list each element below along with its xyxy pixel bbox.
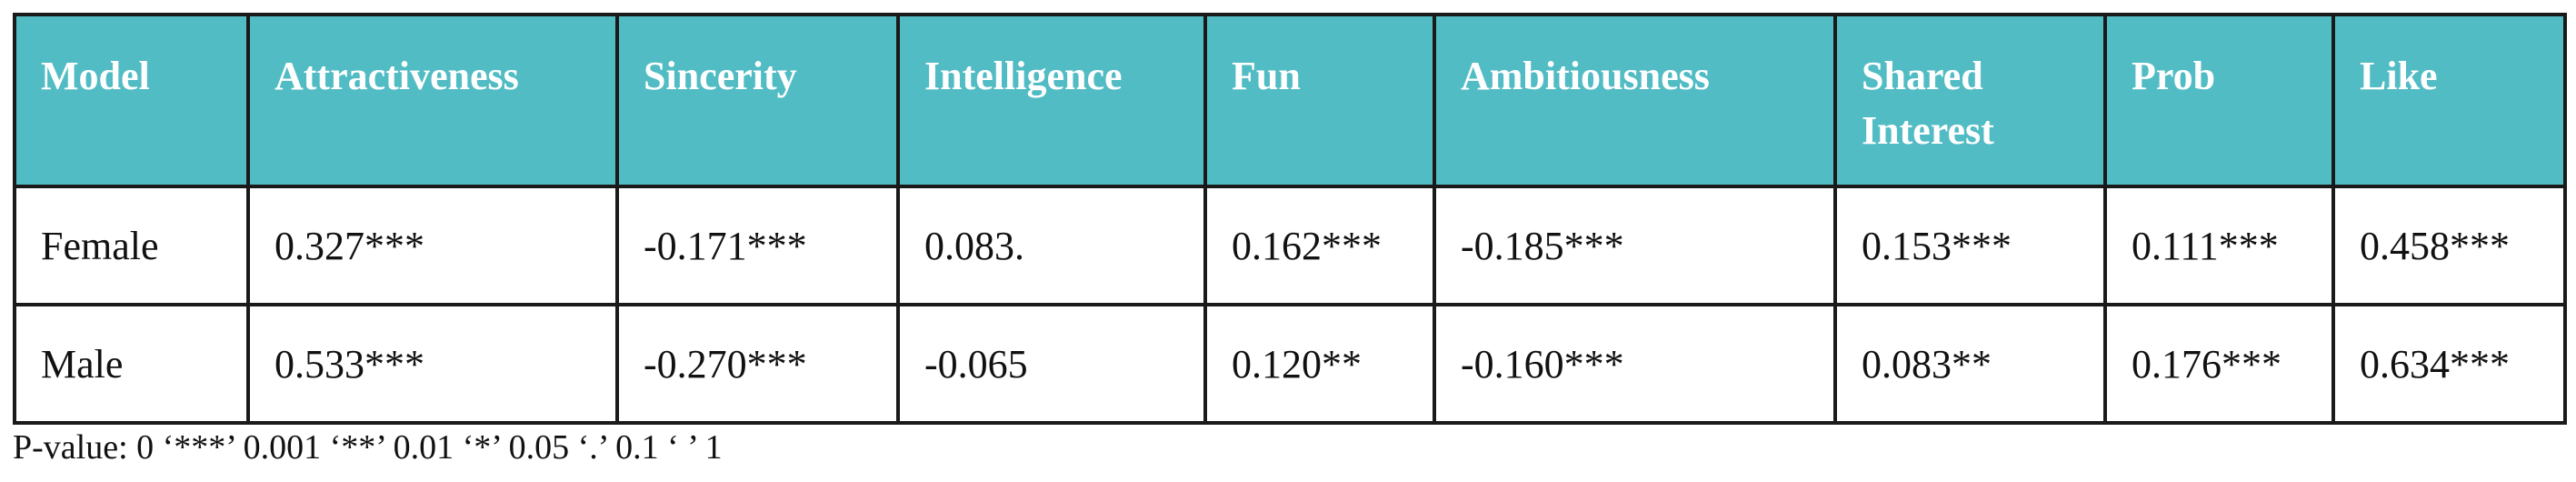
cell-attractiveness: 0.533***: [246, 303, 619, 425]
header-row: Model Attractiveness Sincerity Intellige…: [13, 13, 2567, 188]
header-sincerity: Sincerity: [615, 13, 900, 188]
cell-model: Female: [13, 185, 250, 306]
cell-ambitiousness: -0.160***: [1433, 303, 1837, 425]
header-intelligence: Intelligence: [896, 13, 1207, 188]
header-shared-interest: Shared Interest: [1833, 13, 2107, 188]
table-row-male: Male 0.533*** -0.270*** -0.065 0.120** -…: [13, 303, 2567, 425]
cell-intelligence: -0.065: [896, 303, 1207, 425]
cell-prob: 0.111***: [2103, 185, 2335, 306]
cell-shared-interest: 0.083**: [1833, 303, 2107, 425]
cell-sincerity: -0.171***: [615, 185, 900, 306]
cell-prob: 0.176***: [2103, 303, 2335, 425]
header-ambitiousness: Ambitiousness: [1433, 13, 1837, 188]
coefficients-table: Model Attractiveness Sincerity Intellige…: [13, 13, 2567, 425]
cell-ambitiousness: -0.185***: [1433, 185, 1837, 306]
table-row-female: Female 0.327*** -0.171*** 0.083. 0.162**…: [13, 185, 2567, 306]
cell-intelligence: 0.083.: [896, 185, 1207, 306]
cell-sincerity: -0.270***: [615, 303, 900, 425]
cell-like: 0.458***: [2331, 185, 2567, 306]
cell-like: 0.634***: [2331, 303, 2567, 425]
p-value-footnote: P-value: 0 ‘***’ 0.001 ‘**’ 0.01 ‘*’ 0.0…: [13, 428, 723, 467]
cell-fun: 0.120**: [1203, 303, 1436, 425]
header-fun: Fun: [1203, 13, 1436, 188]
header-prob: Prob: [2103, 13, 2335, 188]
coefficients-table-container: Model Attractiveness Sincerity Intellige…: [13, 13, 2567, 425]
cell-attractiveness: 0.327***: [246, 185, 619, 306]
cell-shared-interest: 0.153***: [1833, 185, 2107, 306]
header-attractiveness: Attractiveness: [246, 13, 619, 188]
cell-fun: 0.162***: [1203, 185, 1436, 306]
header-model: Model: [13, 13, 250, 188]
header-like: Like: [2331, 13, 2567, 188]
cell-model: Male: [13, 303, 250, 425]
